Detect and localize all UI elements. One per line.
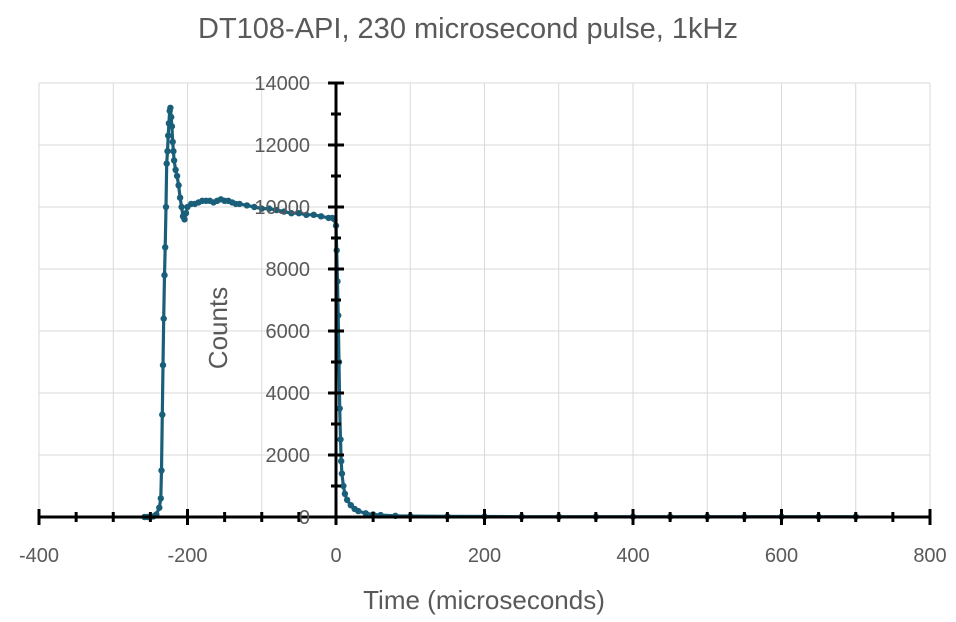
data-point <box>266 205 273 212</box>
x-tick-label: 800 <box>913 545 946 567</box>
data-point <box>338 470 346 477</box>
data-point <box>337 436 344 443</box>
data-point <box>258 205 265 212</box>
tick-labels: -400 -200 0 200 400 600 800 <box>19 545 947 567</box>
y-tick-label: 4000 <box>266 383 311 405</box>
data-point <box>362 510 369 517</box>
data-point <box>303 211 310 218</box>
data-point <box>157 495 164 502</box>
y-tick-label: 6000 <box>266 321 311 343</box>
x-axis-title: Time (microseconds) <box>363 585 605 615</box>
data-point <box>158 467 165 474</box>
data-point <box>161 272 168 279</box>
axes <box>37 81 932 525</box>
data-point <box>169 138 176 146</box>
data-point <box>236 200 243 208</box>
data-point <box>168 123 176 130</box>
x-tick-label: -200 <box>167 545 207 567</box>
chart-title: DT108-API, 230 microsecond pulse, 1kHz <box>198 13 738 45</box>
data-point <box>317 213 325 220</box>
series-line <box>144 106 856 519</box>
data-point <box>251 203 258 211</box>
data-point <box>338 458 345 465</box>
x-tick-label: 600 <box>765 545 798 567</box>
data-point <box>167 104 174 112</box>
data-point <box>280 208 288 215</box>
data-point <box>181 216 188 223</box>
data-point <box>340 482 347 490</box>
data-point <box>355 507 362 515</box>
y-tick-label: 8000 <box>266 259 311 281</box>
data-point <box>310 211 317 218</box>
data-point <box>336 405 343 412</box>
data-point <box>164 148 171 155</box>
data-point <box>172 166 179 173</box>
x-tick-label: 0 <box>330 545 341 567</box>
data-point <box>168 113 175 121</box>
data-point <box>243 202 251 209</box>
data-point <box>175 182 182 189</box>
data-point <box>288 210 295 217</box>
data-point <box>170 157 178 164</box>
y-tick-label: 10000 <box>254 197 310 219</box>
data-point <box>160 315 167 322</box>
y-tick-label: 14000 <box>254 73 310 95</box>
y-tick-label: 2000 <box>266 445 311 467</box>
data-point <box>176 194 184 201</box>
data-point <box>165 132 172 139</box>
y-tick-label: 0 <box>299 507 310 529</box>
data-point <box>341 490 349 497</box>
y-tick-label: 12000 <box>254 135 310 157</box>
data-series <box>141 104 859 521</box>
data-point <box>156 504 163 511</box>
data-point <box>295 210 303 217</box>
data-point <box>343 496 351 504</box>
data-point <box>173 172 181 180</box>
x-tick-label: 200 <box>468 545 501 567</box>
data-point <box>182 210 190 217</box>
data-point <box>178 203 185 211</box>
data-point <box>162 244 169 251</box>
y-axis-title: Counts <box>203 287 233 369</box>
data-point <box>159 411 166 418</box>
x-tick-label: -400 <box>19 545 59 567</box>
data-point <box>162 203 170 211</box>
data-point <box>159 361 167 369</box>
data-point <box>170 148 177 155</box>
data-point <box>273 206 280 214</box>
x-tick-label: 400 <box>616 545 649 567</box>
data-point <box>163 160 170 167</box>
